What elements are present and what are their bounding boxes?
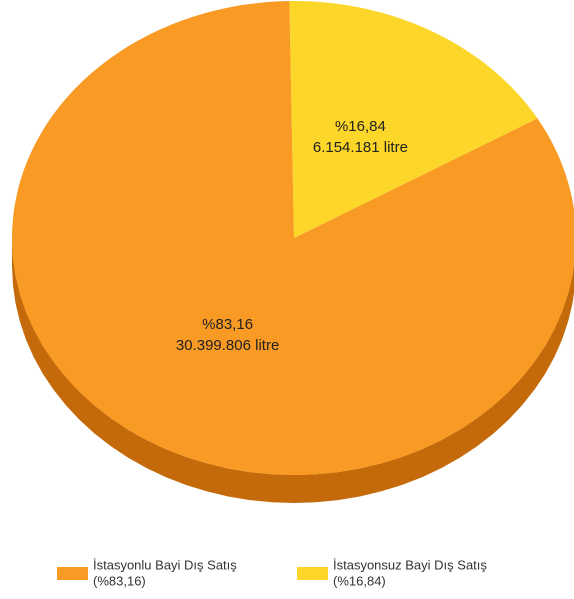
- slice: [289, 1, 538, 238]
- legend-value-label: (%16,84): [333, 573, 386, 588]
- slice-label: %83,16: [202, 316, 253, 333]
- legend-value-label: (%83,16): [93, 573, 146, 588]
- legend-label: İstasyonsuz Bayi Dış Satış: [333, 557, 487, 572]
- legend-swatch: [57, 567, 88, 580]
- legend-label: İstasyonlu Bayi Dış Satış: [93, 557, 237, 572]
- slice-label: %16,84: [335, 118, 386, 135]
- slice-amount-label: 30.399.806 litre: [176, 337, 279, 354]
- slice: [12, 1, 574, 475]
- slice-amount-label: 6.154.181 litre: [313, 139, 408, 156]
- legend-swatch: [297, 567, 328, 580]
